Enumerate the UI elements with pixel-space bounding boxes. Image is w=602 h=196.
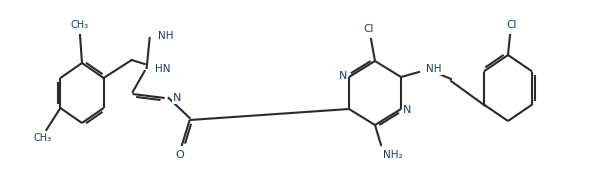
- Text: CH₃: CH₃: [33, 133, 51, 143]
- Text: CH₃: CH₃: [71, 20, 89, 30]
- Text: O: O: [175, 150, 184, 160]
- Text: NH₂: NH₂: [383, 150, 403, 160]
- Text: HN: HN: [155, 64, 170, 74]
- Text: NH: NH: [426, 64, 441, 74]
- Text: N: N: [339, 71, 347, 81]
- Text: Cl: Cl: [507, 20, 517, 30]
- Text: N: N: [173, 93, 181, 103]
- Text: N: N: [403, 105, 411, 115]
- Text: Cl: Cl: [364, 24, 374, 34]
- Text: NH: NH: [158, 31, 173, 41]
